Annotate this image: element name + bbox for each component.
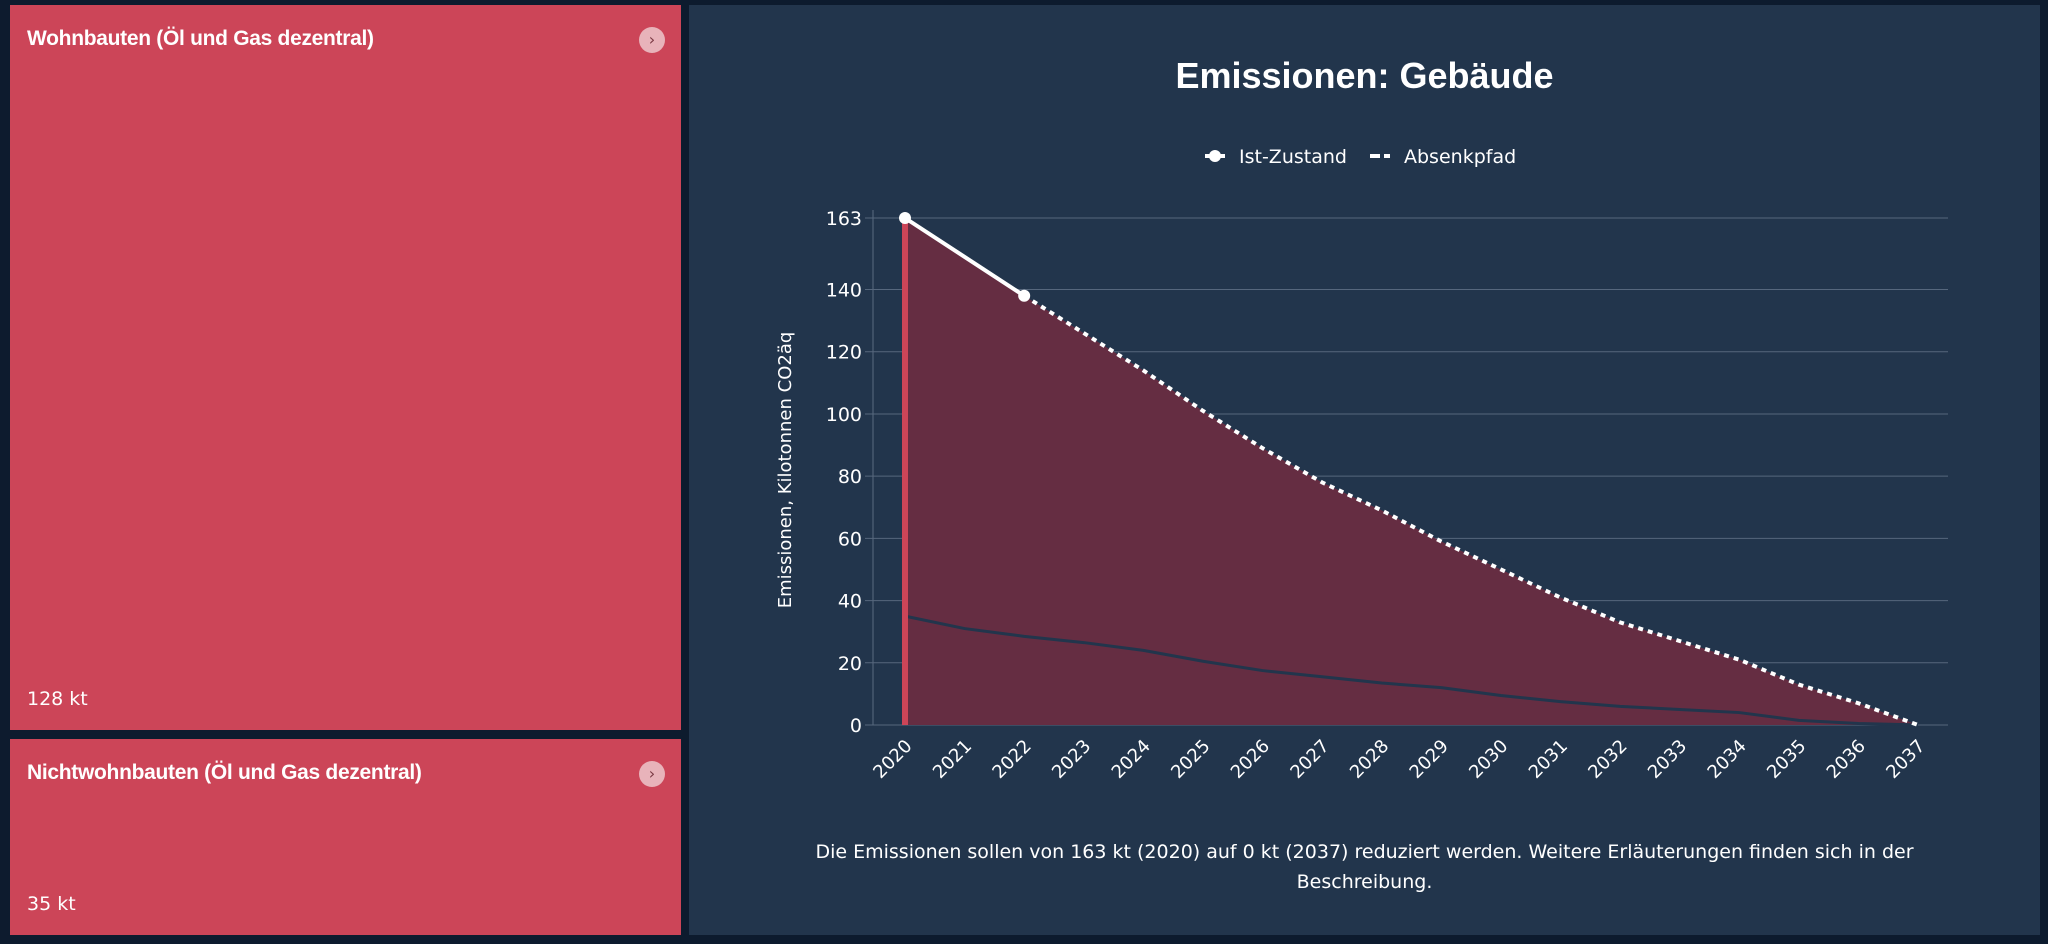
x-tick-label: 2029: [1406, 736, 1453, 783]
legend-absenkpfad-label: Absenkpfad: [1404, 146, 1516, 168]
chevron-right-icon[interactable]: ›: [639, 761, 665, 787]
x-tick-label: 2025: [1167, 736, 1214, 783]
area-wohnbauten: [905, 218, 1918, 725]
y-tick-label: 0: [850, 715, 862, 737]
y-tick-label: 120: [826, 342, 862, 364]
x-tick-label: 2031: [1525, 736, 1572, 783]
x-tick-label: 2020: [869, 736, 916, 783]
y-tick-label: 163: [826, 208, 862, 230]
x-tick-label: 2032: [1584, 736, 1631, 783]
card-title: Nichtwohnbauten (Öl und Gas dezentral): [27, 761, 422, 784]
y-tick-label: 40: [838, 591, 862, 613]
legend-ist-zustand-label: Ist-Zustand: [1239, 146, 1347, 168]
legend-ist-zustand-marker: [1209, 150, 1221, 162]
chevron-right-icon[interactable]: ›: [639, 27, 665, 53]
x-tick-label: 2033: [1644, 736, 1691, 783]
x-tick-label: 2027: [1286, 736, 1333, 783]
x-tick-label: 2023: [1048, 736, 1095, 783]
x-tick-label: 2021: [929, 736, 976, 783]
ist-zustand-marker: [1018, 289, 1031, 302]
card-value: 35 kt: [27, 893, 76, 915]
y-axis-label: Emissionen, Kilotonnen CO2äq: [775, 332, 796, 609]
bar-2020: [902, 218, 908, 725]
y-tick-label: 100: [826, 404, 862, 426]
x-tick-label: 2034: [1704, 736, 1751, 783]
x-tick-label: 2037: [1882, 736, 1929, 783]
card-value: 128 kt: [27, 688, 88, 710]
card-title: Wohnbauten (Öl und Gas dezentral): [27, 27, 374, 50]
x-tick-label: 2028: [1346, 736, 1393, 783]
y-tick-label: 60: [838, 528, 862, 550]
y-tick-label: 140: [826, 280, 862, 302]
x-tick-label: 2022: [988, 736, 1035, 783]
x-tick-label: 2036: [1823, 736, 1870, 783]
card-nichtwohnbauten[interactable]: Nichtwohnbauten (Öl und Gas dezentral) ›…: [10, 739, 681, 935]
card-wohnbauten[interactable]: Wohnbauten (Öl und Gas dezentral) › 128 …: [10, 5, 681, 730]
x-tick-label: 2026: [1227, 736, 1274, 783]
chart-caption: Die Emissionen sollen von 163 kt (2020) …: [815, 841, 1914, 893]
x-tick-label: 2035: [1763, 736, 1810, 783]
chart-title: Emissionen: Gebäude: [1175, 55, 1554, 96]
line-ist-zustand: [903, 216, 1026, 298]
x-tick-label: 2024: [1108, 736, 1155, 783]
ist-zustand-marker: [899, 212, 911, 224]
line-nichtwohnbauten-boundary: [904, 614, 1919, 727]
y-tick-label: 80: [838, 466, 862, 488]
y-tick-label: 20: [838, 653, 862, 675]
x-tick-label: 2030: [1465, 736, 1512, 783]
